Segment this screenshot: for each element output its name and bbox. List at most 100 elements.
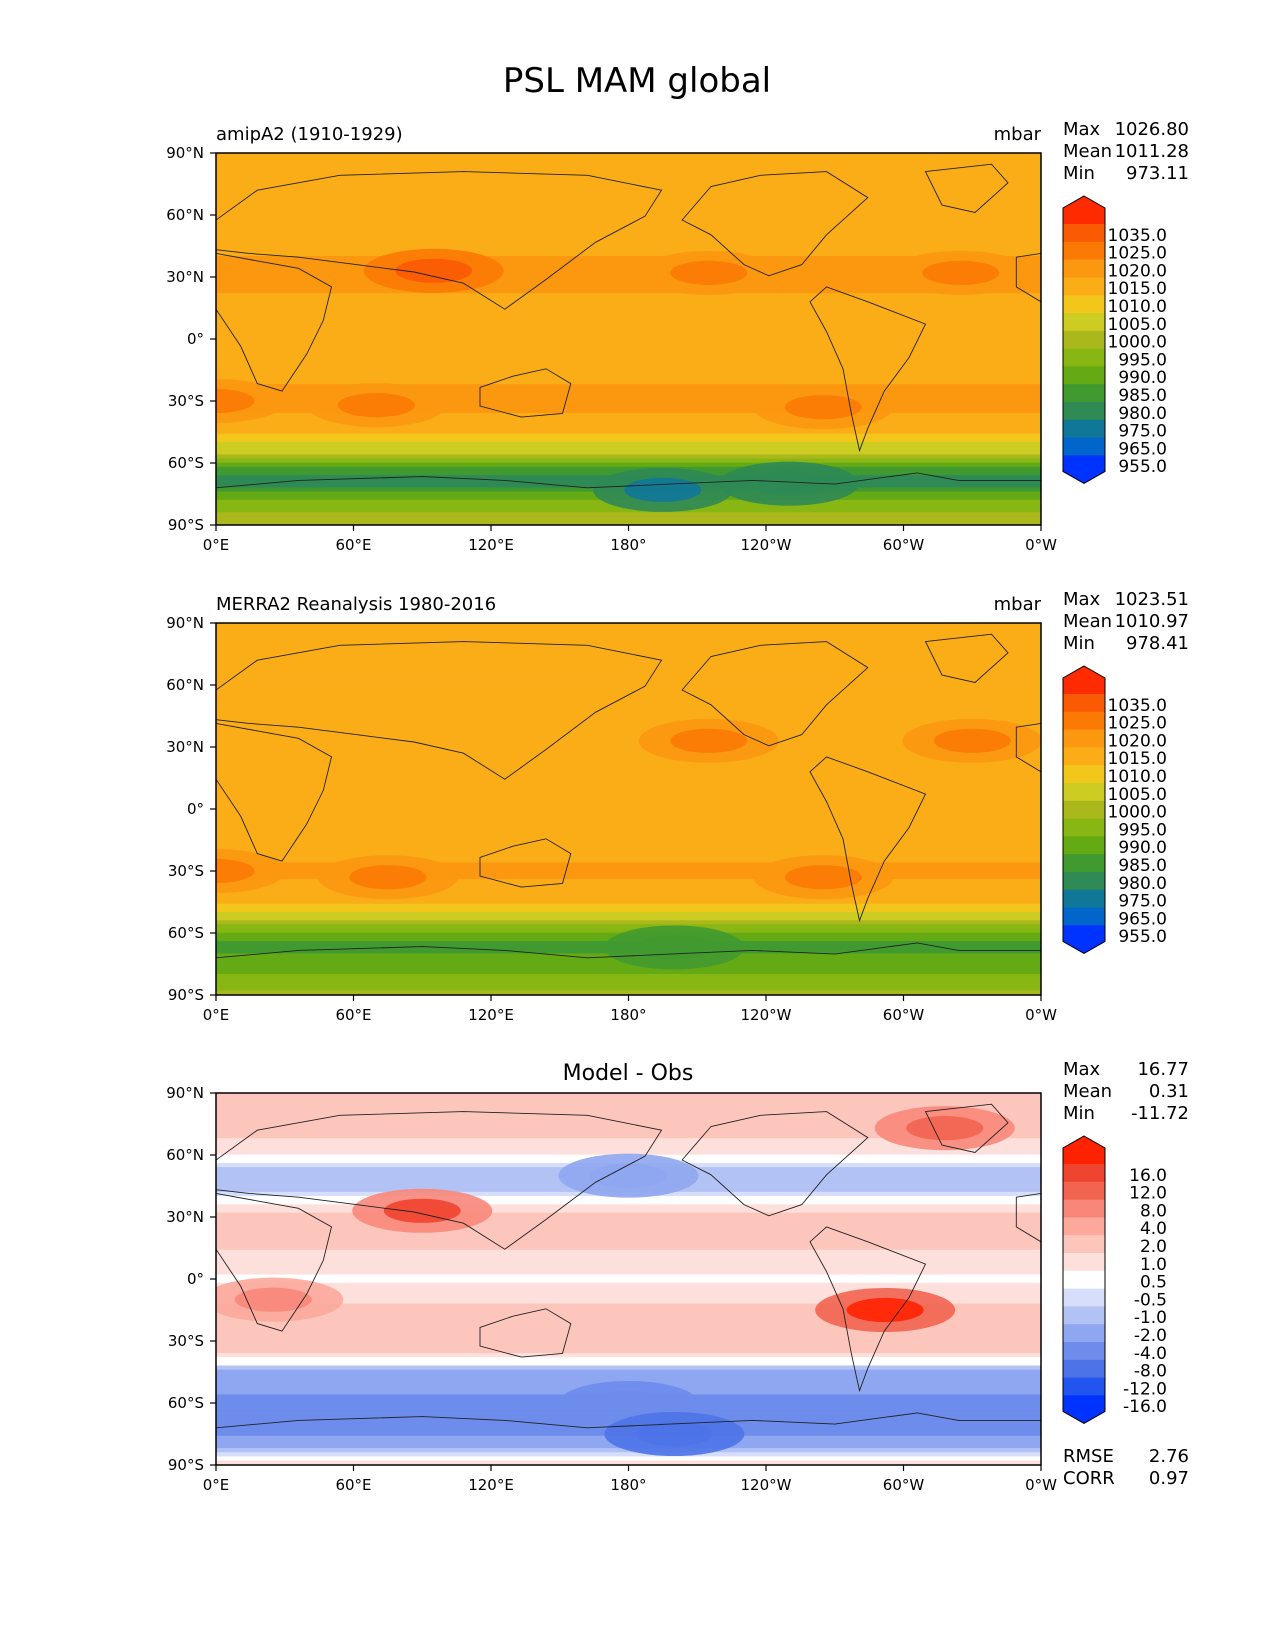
zonal-band — [216, 1320, 1041, 1325]
zonal-band — [216, 301, 1041, 307]
zonal-band — [216, 169, 1041, 174]
y-axis-model: 90°N 60°N 30°N 0° 30°S 60°S 90°S — [166, 144, 216, 534]
colorbar-label: 1000.0 — [1108, 803, 1167, 823]
zonal-band — [216, 1096, 1041, 1102]
colorbar-label: 995.0 — [1118, 350, 1167, 370]
zonal-band — [216, 990, 1041, 995]
zonal-band — [216, 1093, 1041, 1098]
zonal-band — [216, 845, 1041, 851]
colorbar-label: 1005.0 — [1108, 315, 1167, 335]
colorbar-label: 1025.0 — [1108, 244, 1167, 264]
colorbar-segment — [1063, 1181, 1105, 1200]
coastline — [809, 1226, 927, 1393]
colorbar-segment — [1063, 384, 1105, 403]
colorbar-segment — [1063, 1217, 1105, 1236]
zonal-band — [216, 1204, 1041, 1210]
zonal-band — [216, 878, 1041, 884]
zonal-band — [216, 177, 1041, 183]
x-axis-model: 0°E 60°E 120°E 180° 120°W 60°W 0°W — [203, 525, 1057, 554]
coastline — [479, 368, 572, 418]
colorbar-label: 1035.0 — [1108, 696, 1167, 716]
colorbar-segment — [1063, 907, 1105, 926]
zonal-band — [216, 734, 1041, 740]
x-tick-label: 180° — [610, 1006, 646, 1024]
field-feature — [933, 728, 1011, 753]
y-tick-label: 60°S — [168, 924, 204, 942]
zonal-band — [216, 891, 1041, 897]
y-tick-label: 90°N — [166, 144, 204, 162]
zonal-band — [216, 684, 1041, 690]
zonal-band — [216, 1270, 1041, 1276]
zonal-band — [216, 156, 1041, 162]
zonal-band — [216, 850, 1041, 855]
stat-mean-label: Mean — [1063, 1081, 1112, 1102]
zonal-band — [216, 1361, 1041, 1367]
zonal-band — [216, 351, 1041, 356]
zonal-band — [216, 796, 1041, 802]
zonal-band — [216, 309, 1041, 315]
stat-max-value: 16.77 — [1137, 1059, 1189, 1080]
zonal-band — [216, 1237, 1041, 1243]
zonal-band — [216, 450, 1041, 456]
zonal-band — [216, 408, 1041, 414]
coastline — [216, 1192, 333, 1332]
zonal-band — [216, 404, 1041, 410]
zonal-band — [216, 214, 1041, 220]
zonal-band — [216, 647, 1041, 653]
colorbar-segment — [1063, 1164, 1105, 1183]
colorbar-segment — [1063, 1235, 1105, 1254]
coastline — [681, 171, 869, 277]
zonal-band — [216, 866, 1041, 872]
zonal-band — [216, 1456, 1041, 1462]
zonal-band — [216, 1129, 1041, 1135]
zonal-band — [216, 1315, 1041, 1321]
colorbar-label: 990.0 — [1118, 838, 1167, 858]
zonal-band — [216, 771, 1041, 777]
x-tick-label: 60°W — [883, 1006, 925, 1024]
zonal-band — [216, 198, 1041, 203]
zonal-band — [216, 903, 1041, 909]
colorbar-diff: 16.012.08.04.02.01.00.5-0.5-1.0-2.0-4.0-… — [1062, 1135, 1167, 1424]
zonal-band — [216, 763, 1041, 768]
zonal-band — [216, 788, 1041, 793]
zonal-band — [216, 1291, 1041, 1296]
zonal-band — [216, 512, 1041, 518]
colorbar-segment — [1063, 1324, 1105, 1343]
x-tick-label: 0°W — [1025, 1006, 1057, 1024]
zonal-band — [216, 1224, 1041, 1230]
zonal-band — [216, 792, 1041, 797]
zonal-band — [216, 1125, 1041, 1131]
field-feature — [216, 858, 255, 884]
field-feature — [670, 728, 748, 753]
colorbar-outline — [1062, 195, 1106, 484]
colorbar-label: 0.5 — [1140, 1273, 1167, 1293]
y-tick-label: 90°N — [166, 614, 204, 632]
colorbar-segment — [1063, 889, 1105, 908]
colorbar-label: 1035.0 — [1108, 226, 1167, 246]
zonal-band — [216, 210, 1041, 216]
x-tick-label: 60°E — [335, 1006, 371, 1024]
colorbar-segment — [1063, 1342, 1105, 1361]
stats-obs: Max 1023.51 Mean 1010.97 Min 978.41 — [1063, 589, 1189, 654]
field-feature — [750, 471, 828, 496]
zonal-band — [216, 767, 1041, 773]
field-feature — [349, 865, 427, 890]
colorbar-label: -12.0 — [1123, 1379, 1167, 1399]
x-tick-label: 60°E — [335, 1476, 371, 1494]
zonal-band — [216, 730, 1041, 735]
zonal-band — [216, 1146, 1041, 1152]
figure-title: PSL MAM global — [503, 61, 771, 101]
zonal-band — [216, 862, 1041, 868]
colorbar-label: 4.0 — [1140, 1219, 1167, 1239]
colorbar-label: 1020.0 — [1108, 261, 1167, 281]
field-feature — [395, 258, 473, 283]
zonal-band — [216, 825, 1041, 830]
coastlines-obs — [216, 633, 1041, 995]
colorbar-label: 1015.0 — [1108, 279, 1167, 299]
zonal-band — [216, 173, 1041, 179]
stat-min-value: -11.72 — [1131, 1103, 1189, 1124]
zonal-band — [216, 1282, 1041, 1288]
panel-title-obs: MERRA2 Reanalysis 1980-2016 — [216, 594, 496, 615]
zonal-band — [216, 833, 1041, 839]
zonal-band — [216, 1303, 1041, 1309]
